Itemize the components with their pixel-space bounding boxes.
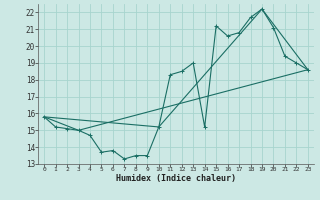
X-axis label: Humidex (Indice chaleur): Humidex (Indice chaleur) [116, 174, 236, 183]
